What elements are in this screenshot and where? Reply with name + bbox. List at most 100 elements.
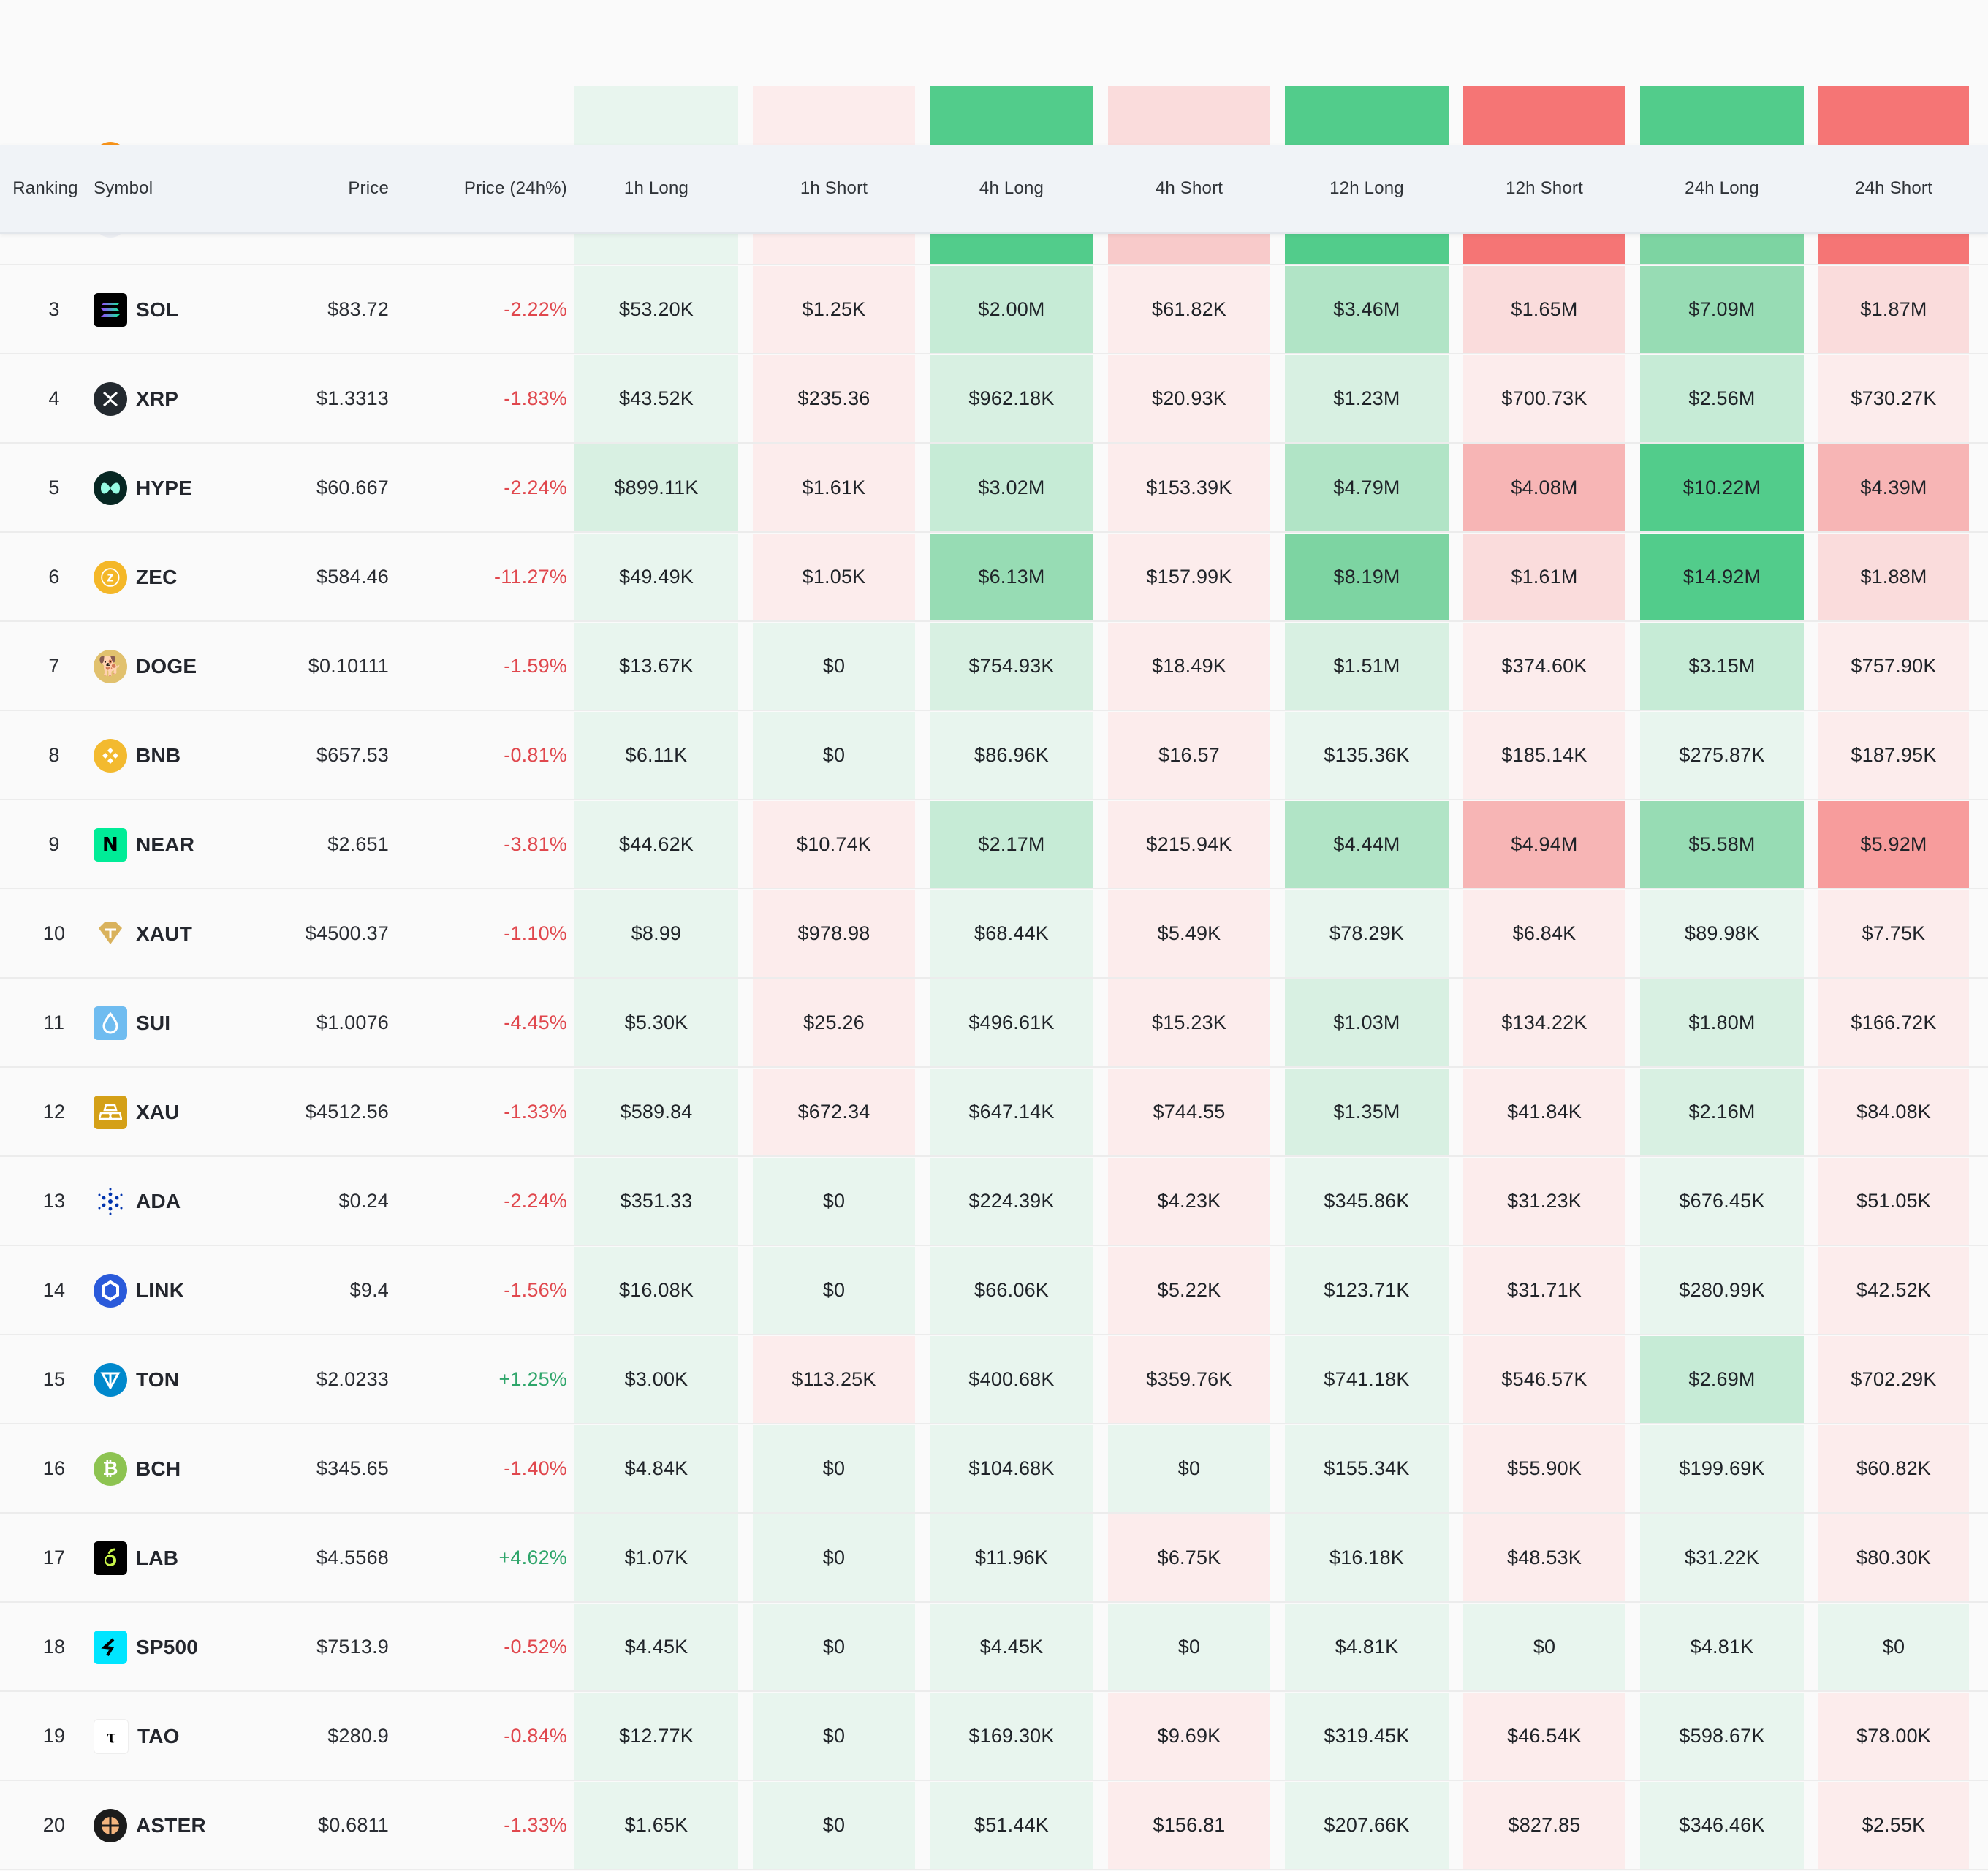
rank-cell: 16 xyxy=(42,1457,66,1479)
header-24h-short[interactable]: 24h Short xyxy=(1855,178,1932,198)
value-cell: $345.86K xyxy=(1285,1158,1449,1245)
value-cell: $647.14K xyxy=(930,1069,1093,1155)
header-ranking[interactable]: Ranking xyxy=(12,178,78,198)
price-cell: $83.72 xyxy=(327,298,389,320)
table-row[interactable]: $3.00K $113.25K $400.68K $359.76K $741.18K $5… xyxy=(0,1336,1988,1424)
value-cell: $78.29K xyxy=(1285,890,1449,977)
value-cell: $224.39K xyxy=(930,1158,1093,1245)
value-cell: $12.77K xyxy=(574,1693,738,1780)
table-row[interactable]: $12.77K $0 $169.30K $9.69K $319.45K $46.54K $5… xyxy=(0,1693,1988,1781)
header-1h-long[interactable]: 1h Long xyxy=(623,178,689,198)
value-cell: $207.66K xyxy=(1285,1782,1449,1869)
symbol-cell[interactable]: SUI xyxy=(94,979,284,1066)
value-cell: $598.67K xyxy=(1640,1693,1804,1780)
value-cell: $3.00K xyxy=(574,1336,738,1423)
symbol-cell[interactable]: 🐕 DOGE xyxy=(94,623,284,710)
symbol-cell[interactable]: SP500 xyxy=(94,1604,284,1690)
value-cell: $48.53K xyxy=(1463,1514,1625,1601)
value-cell: $280.99K xyxy=(1640,1247,1804,1334)
value-cell: $546.57K xyxy=(1463,1336,1625,1423)
aster-icon xyxy=(94,1808,136,1842)
symbol-cell[interactable]: LAB xyxy=(94,1514,284,1601)
symbol-cell[interactable]: SOL xyxy=(94,266,284,353)
price-cell: $4.5568 xyxy=(316,1546,389,1568)
price-cell: $1.0076 xyxy=(316,1012,389,1033)
value-cell: $51.44K xyxy=(930,1782,1093,1869)
value-cell: $41.84K xyxy=(1463,1069,1625,1155)
symbol-cell[interactable]: XAU xyxy=(94,1069,284,1155)
header-symbol[interactable]: Symbol xyxy=(94,178,153,198)
table-row[interactable]: $4.45K $0 $4.45K $0 $4.81K $0 $4.81K $0 18 SP500 $… xyxy=(0,1604,1988,1692)
symbol-cell[interactable]: XRP xyxy=(94,355,284,442)
table-row[interactable]: $5.30K $25.26 $496.61K $15.23K $1.03M $134.22… xyxy=(0,979,1988,1068)
value-cell: $0 xyxy=(753,1514,915,1601)
value-cell: $351.33 xyxy=(574,1158,738,1245)
table-row[interactable]: $1.07K $0 $11.96K $6.75K $16.18K $48.53K $31.2… xyxy=(0,1514,1988,1603)
symbol-cell[interactable]: ADA xyxy=(94,1158,284,1245)
price-cell: $2.651 xyxy=(327,833,389,855)
price-cell: $584.46 xyxy=(316,566,389,588)
header-1h-short[interactable]: 1h Short xyxy=(800,178,868,198)
symbol-cell[interactable]: TON xyxy=(94,1336,284,1423)
value-cell: $0 xyxy=(1108,1604,1270,1690)
symbol-cell[interactable]: BNB xyxy=(94,712,284,799)
table-row[interactable]: $44.62K $10.74K $2.17M $215.94K $4.44M $4.94M… xyxy=(0,801,1988,889)
symbol-cell[interactable]: XAUT xyxy=(94,890,284,977)
table-row[interactable]: $6.11K $0 $86.96K $16.57 $135.36K $185.14K $27… xyxy=(0,712,1988,800)
value-cell: $0 xyxy=(1818,1604,1969,1690)
table-row[interactable]: $13.67K $0 $754.93K $18.49K $1.51M $374.60K $3… xyxy=(0,623,1988,711)
symbol-cell[interactable]: ASTER xyxy=(94,1782,284,1869)
link-icon xyxy=(94,1273,136,1308)
table-row[interactable]: $16.08K $0 $66.06K $5.22K $123.71K $31.71K $28… xyxy=(0,1247,1988,1335)
table-row[interactable]: $49.49K $1.05K $6.13M $157.99K $8.19M $1.61M $… xyxy=(0,534,1988,622)
value-cell: $113.25K xyxy=(753,1336,915,1423)
value-cell: $1.61K xyxy=(753,444,915,531)
table-row[interactable]: $351.33 $0 $224.39K $4.23K $345.86K $31.23K $6… xyxy=(0,1158,1988,1246)
value-cell: $1.51M xyxy=(1285,623,1449,710)
rank-cell: 17 xyxy=(42,1546,66,1568)
table-row[interactable]: $589.84 $672.34 $647.14K $744.55 $1.35M $41.8… xyxy=(0,1069,1988,1157)
symbol-cell[interactable]: ⓩ ZEC xyxy=(94,534,284,620)
table-row[interactable]: $8.99 $978.98 $68.44K $5.49K $78.29K $6.84K $8… xyxy=(0,890,1988,979)
value-cell: $3.02M xyxy=(930,444,1093,531)
doge-icon: 🐕 xyxy=(94,649,136,683)
table-row[interactable]: $43.52K $235.36 $962.18K $20.93K $1.23M $700.… xyxy=(0,355,1988,444)
value-cell: $44.62K xyxy=(574,801,738,888)
header-price[interactable]: Price xyxy=(348,178,389,198)
value-cell: $6.11K xyxy=(574,712,738,799)
symbol-cell[interactable]: HYPE xyxy=(94,444,284,531)
header-12h-short[interactable]: 12h Short xyxy=(1506,178,1583,198)
table-row[interactable]: $53.20K $1.25K $2.00M $61.82K $3.46M $1.65M $7… xyxy=(0,266,1988,354)
table-row[interactable]: $1.65K $0 $51.44K $156.81 $207.66K $827.85 $34… xyxy=(0,1782,1988,1870)
value-cell: $104.68K xyxy=(930,1425,1093,1512)
value-cell: $319.45K xyxy=(1285,1693,1449,1780)
header-12h-long[interactable]: 12h Long xyxy=(1329,178,1404,198)
value-cell: $4.45K xyxy=(574,1604,738,1690)
value-cell: $43.52K xyxy=(574,355,738,442)
value-cell: $4.08M xyxy=(1463,444,1625,531)
value-cell: $1.23M xyxy=(1285,355,1449,442)
symbol-label: ADA xyxy=(136,1189,181,1212)
table-row[interactable]: $4.84K $0 $104.68K $0 $155.34K $55.90K $199.69… xyxy=(0,1425,1988,1514)
symbol-label: SUI xyxy=(136,1011,171,1034)
rank-cell: 10 xyxy=(42,922,66,944)
table-row[interactable]: $899.11K $1.61K $3.02M $153.39K $4.79M $4.08M… xyxy=(0,444,1988,533)
header-price-change[interactable]: Price (24h%) xyxy=(463,178,567,198)
symbol-cell[interactable]: τ TAO xyxy=(94,1693,284,1780)
header-24h-long[interactable]: 24h Long xyxy=(1685,178,1759,198)
symbol-cell[interactable]: N NEAR xyxy=(94,801,284,888)
value-cell: $134.22K xyxy=(1463,979,1625,1066)
price-change-cell: -0.84% xyxy=(504,1725,567,1747)
value-cell: $66.06K xyxy=(930,1247,1093,1334)
value-cell: $14.92M xyxy=(1640,534,1804,620)
value-cell: $496.61K xyxy=(930,979,1093,1066)
value-cell: $187.95K xyxy=(1818,712,1969,799)
symbol-cell[interactable]: ₿ BCH xyxy=(94,1425,284,1512)
symbol-cell[interactable]: LINK xyxy=(94,1247,284,1334)
rank-cell: 3 xyxy=(48,298,60,320)
header-4h-long[interactable]: 4h Long xyxy=(979,178,1044,198)
value-cell: $84.08K xyxy=(1818,1069,1969,1155)
header-4h-short[interactable]: 4h Short xyxy=(1155,178,1223,198)
value-cell: $166.72K xyxy=(1818,979,1969,1066)
value-cell: $4.39M xyxy=(1818,444,1969,531)
